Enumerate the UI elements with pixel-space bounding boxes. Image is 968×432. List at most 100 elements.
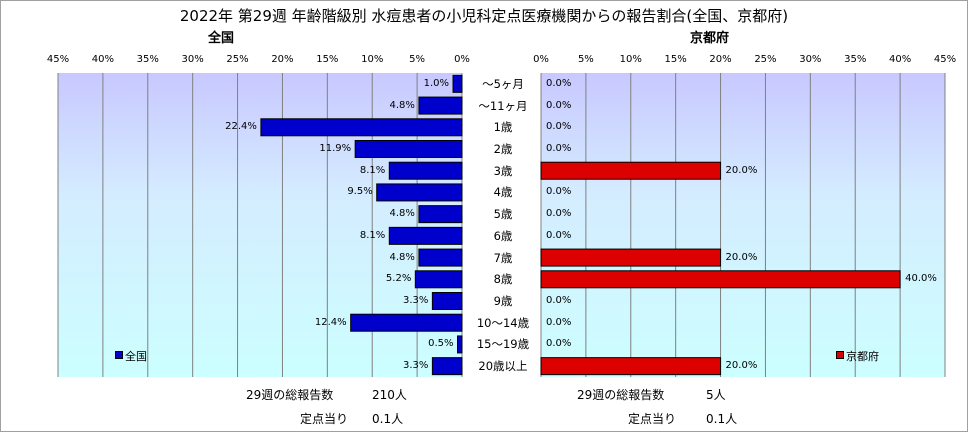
left-tick-label: 30% (181, 54, 204, 65)
value-label-zenkoku: 5.2% (385, 273, 412, 285)
bar-zenkoku (418, 205, 463, 224)
bar-zenkoku (350, 313, 463, 332)
bar-zenkoku (414, 270, 463, 289)
bar-zenkoku (431, 292, 463, 310)
bar-zenkoku (418, 96, 463, 115)
value-label-kyoto: 0.0% (546, 295, 572, 306)
bars (260, 74, 901, 376)
bar-kyoto (540, 161, 722, 180)
left-total-value: 210人 (372, 388, 407, 402)
legend-left: 全国 (115, 348, 147, 364)
category-label: 15～19歳 (476, 337, 530, 352)
left-total-label: 29週の総報告数 (246, 388, 334, 402)
category-label: 5歳 (493, 207, 513, 222)
value-label-kyoto: 20.0% (725, 251, 758, 263)
legend-swatch-zenkoku (115, 351, 123, 359)
bar-kyoto (540, 357, 722, 376)
value-label-kyoto: 40.0% (905, 273, 937, 285)
bar-zenkoku (452, 74, 463, 93)
right-tick-label: 10% (619, 54, 642, 65)
right-tick-label: 30% (799, 54, 822, 65)
right-tick-label: 45% (933, 54, 957, 65)
value-label-zenkoku: 8.1% (359, 164, 386, 176)
value-label-zenkoku: 4.8% (389, 99, 415, 111)
category-label: 9歳 (493, 294, 513, 308)
category-label: 20歳以上 (478, 359, 528, 374)
left-per-label: 定点当り (300, 412, 349, 426)
right-tick-label: 40% (888, 54, 912, 65)
legend-right: 京都府 (836, 348, 879, 364)
left-tick-label: 35% (136, 54, 159, 65)
category-label: 6歳 (493, 228, 513, 243)
bar-zenkoku (354, 140, 463, 158)
left-tick-label: 45% (46, 54, 70, 65)
category-label: ～11ヶ月 (478, 98, 528, 113)
right-total-value: 5人 (706, 388, 726, 402)
category-label: 1歳 (493, 120, 513, 135)
left-tick-label: 0% (454, 54, 470, 65)
value-label-zenkoku: 0.5% (428, 338, 454, 350)
value-label-zenkoku: 22.4% (225, 121, 257, 133)
value-label-kyoto: 0.0% (546, 338, 572, 350)
left-tick-label: 5% (409, 54, 426, 65)
right-per-label: 定点当り (628, 412, 677, 426)
left-tick-label: 10% (361, 54, 384, 65)
value-label-kyoto: 0.0% (546, 143, 572, 154)
value-label-zenkoku: 11.9% (319, 143, 352, 154)
left-subtitle: 全国 (208, 31, 235, 46)
category-label: 7歳 (493, 250, 513, 265)
right-tick-label: 0% (533, 54, 549, 65)
legend-label-kyoto: 京都府 (846, 350, 879, 363)
right-tick-label: 5% (577, 54, 594, 65)
bar-zenkoku (376, 183, 463, 202)
bar-zenkoku (431, 357, 463, 376)
bar-zenkoku (388, 226, 463, 245)
bar-kyoto (540, 248, 722, 267)
value-label-kyoto: 0.0% (546, 186, 572, 198)
bar-zenkoku (260, 118, 463, 137)
left-tick-label: 40% (91, 54, 114, 65)
value-label-kyoto: 0.0% (546, 99, 572, 111)
bar-zenkoku (418, 248, 463, 267)
right-tick-label: 15% (664, 54, 687, 65)
right-subtitle: 京都府 (690, 31, 730, 46)
value-label-kyoto: 0.0% (546, 316, 572, 328)
value-label-kyoto: 0.0% (546, 121, 572, 133)
right-tick-label: 20% (709, 54, 732, 65)
value-label-kyoto: 0.0% (546, 229, 572, 241)
left-tick-label: 20% (271, 54, 294, 65)
category-label: 8歳 (493, 272, 513, 287)
value-label-zenkoku: 12.4% (314, 316, 347, 328)
value-label-zenkoku: 1.0% (423, 77, 450, 89)
value-label-zenkoku: 3.3% (402, 295, 429, 306)
category-label: 10～14歳 (476, 315, 530, 330)
chart-title: 2022年 第29週 年齢階級別 水痘患者の小児科定点医療機関からの報告割合(全… (179, 7, 789, 25)
value-label-kyoto: 0.0% (546, 208, 572, 220)
category-label: 4歳 (493, 185, 513, 200)
category-label: 2歳 (493, 142, 513, 156)
category-label: ～5ヶ月 (482, 76, 524, 91)
value-label-zenkoku: 4.8% (389, 208, 415, 220)
value-label-kyoto: 20.0% (725, 164, 758, 176)
right-tick-label: 35% (844, 54, 867, 65)
value-label-kyoto: 20.0% (725, 360, 758, 372)
right-tick-label: 25% (754, 54, 777, 65)
value-label-zenkoku: 8.1% (359, 229, 386, 241)
category-label: 3歳 (493, 163, 513, 178)
left-tick-label: 25% (226, 54, 249, 65)
bar-zenkoku (388, 161, 463, 180)
right-plot-area (541, 73, 945, 377)
legend-label-zenkoku: 全国 (125, 350, 147, 363)
value-label-zenkoku: 4.8% (389, 251, 415, 263)
left-tick-label: 15% (316, 54, 339, 65)
value-label-kyoto: 0.0% (546, 77, 572, 89)
legend-swatch-kyoto (836, 351, 844, 359)
left-per-value: 0.1人 (372, 412, 404, 426)
bar-kyoto (540, 270, 901, 289)
bar-zenkoku (457, 335, 463, 354)
value-label-zenkoku: 9.5% (347, 186, 373, 198)
right-total-label: 29週の総報告数 (577, 388, 665, 402)
right-per-value: 0.1人 (706, 412, 738, 426)
value-label-zenkoku: 3.3% (402, 360, 429, 372)
